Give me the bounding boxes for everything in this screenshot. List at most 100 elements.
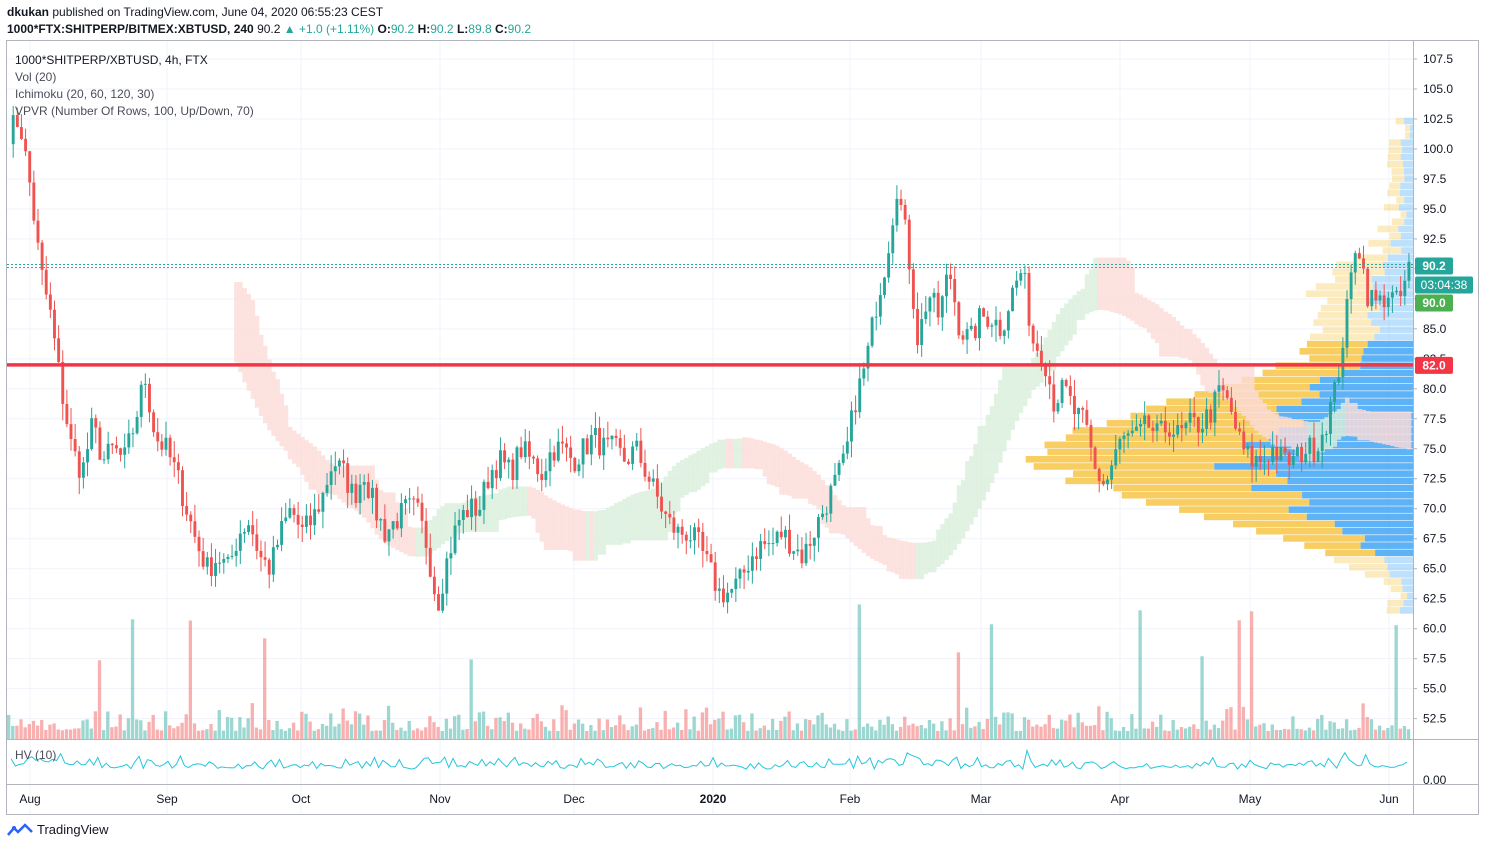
volume-bar — [1249, 611, 1254, 739]
volume-bar — [1204, 720, 1208, 739]
cloud-segment — [671, 465, 677, 515]
candle-body — [156, 432, 160, 442]
volume-bar — [1324, 729, 1328, 739]
volume-bar — [1010, 713, 1014, 739]
volume-bar — [333, 726, 337, 739]
time-axis[interactable]: Aug Sep Oct Nov Dec 2020 Feb Mar Apr May Jun — [19, 792, 1398, 806]
candle-body — [1110, 465, 1114, 480]
candle-body — [57, 338, 61, 362]
volume-bar — [1386, 727, 1390, 739]
candle-body — [271, 547, 275, 575]
volume-bar — [931, 723, 936, 739]
volume-bar — [1109, 718, 1113, 739]
price-axis[interactable]: 107.5105.0102.5100.097.595.092.590.087.5… — [1413, 52, 1453, 787]
cloud-segment — [267, 359, 272, 431]
candle-body — [986, 316, 990, 327]
legend-vol[interactable]: Vol (20) — [15, 70, 57, 84]
cloud-segment — [1018, 366, 1024, 413]
cloud-segment — [985, 414, 991, 492]
volume-bar — [296, 730, 300, 739]
vpvr-down-bar — [1304, 542, 1361, 549]
cloud-segment — [729, 438, 735, 469]
candle-body — [1225, 390, 1229, 398]
volume-bar — [448, 728, 453, 739]
candle-body — [193, 521, 197, 537]
candle-body — [697, 527, 701, 532]
volume-bar — [919, 725, 923, 739]
vpvr-down-bar — [1309, 333, 1375, 341]
cloud-segment — [539, 492, 545, 542]
volume-bar — [403, 730, 407, 739]
volume-bar — [316, 729, 321, 739]
vpvr-up-bar — [1287, 477, 1413, 485]
volume-bar — [622, 724, 626, 739]
cloud-segment — [824, 485, 830, 528]
cloud-segment — [808, 467, 813, 504]
x-tick-label: Sep — [156, 792, 178, 806]
cloud-segment — [1299, 420, 1305, 461]
brand-footer[interactable]: TradingView — [7, 822, 109, 837]
volume-bar — [944, 730, 948, 739]
candle-body — [333, 466, 337, 472]
legend-ichimoku[interactable]: Ichimoku (20, 60, 120, 30) — [15, 87, 155, 101]
cloud-segment — [448, 503, 454, 538]
volume-bar — [407, 720, 411, 739]
candle-body — [779, 531, 783, 538]
volume-bar — [440, 730, 444, 739]
volume-bar — [795, 723, 800, 739]
candle-body — [1283, 447, 1287, 453]
volume-bar — [126, 718, 131, 739]
candle-body — [1407, 261, 1411, 281]
volume-bar — [163, 711, 168, 739]
candle-body — [866, 345, 870, 369]
candle-body — [230, 555, 234, 557]
volume-bar — [275, 720, 279, 739]
cloud-segment — [911, 542, 916, 580]
volume-bar — [688, 729, 692, 739]
candle-body — [44, 269, 48, 295]
vpvr-up-bar — [1334, 520, 1413, 528]
volume-bar — [1076, 712, 1080, 739]
volume-bar — [506, 712, 510, 739]
cloud-segment — [733, 438, 739, 469]
cloud-segment — [894, 539, 900, 575]
candle-body — [1052, 384, 1056, 412]
candle-body — [1262, 461, 1266, 463]
volume-bar — [527, 729, 531, 739]
candle-body — [1357, 253, 1361, 259]
cloud-segment — [989, 406, 995, 484]
cloud-segment — [663, 476, 669, 541]
candle-body — [1039, 350, 1043, 364]
volume-bar — [337, 723, 341, 739]
candle-body — [1163, 420, 1167, 433]
cloud-segment — [762, 441, 768, 477]
cloud-segment — [1382, 411, 1387, 445]
vpvr-down-bar — [1073, 470, 1277, 477]
cloud-segment — [1369, 411, 1375, 442]
cloud-segment — [1233, 364, 1238, 408]
candle-body — [1295, 446, 1299, 456]
vpvr-up-bar — [1251, 484, 1413, 492]
volume-bar — [254, 727, 259, 739]
legend-vpvr[interactable]: VPVR (Number Of Rows, 100, Up/Down, 70) — [15, 104, 254, 118]
volume-bar — [1328, 721, 1332, 739]
volume-bar — [1344, 719, 1349, 739]
volume-bar — [890, 724, 895, 739]
vpvr-up-bar — [1400, 182, 1413, 190]
candle-body — [1101, 481, 1105, 485]
volume-bar — [258, 729, 263, 739]
candle-body — [499, 450, 502, 479]
candle-body — [1254, 455, 1258, 467]
cloud-segment — [812, 471, 817, 506]
cloud-segment — [601, 510, 607, 555]
volume-bar — [1142, 728, 1146, 739]
candle-body — [1395, 290, 1398, 293]
volume-bar — [696, 730, 700, 739]
vpvr-down-bar — [1299, 348, 1364, 355]
cloud-segment — [1097, 257, 1102, 310]
candle-body — [412, 498, 416, 500]
candle-body — [523, 441, 527, 458]
low-label: L: — [456, 22, 469, 36]
vpvr-down-bar — [1262, 369, 1343, 377]
